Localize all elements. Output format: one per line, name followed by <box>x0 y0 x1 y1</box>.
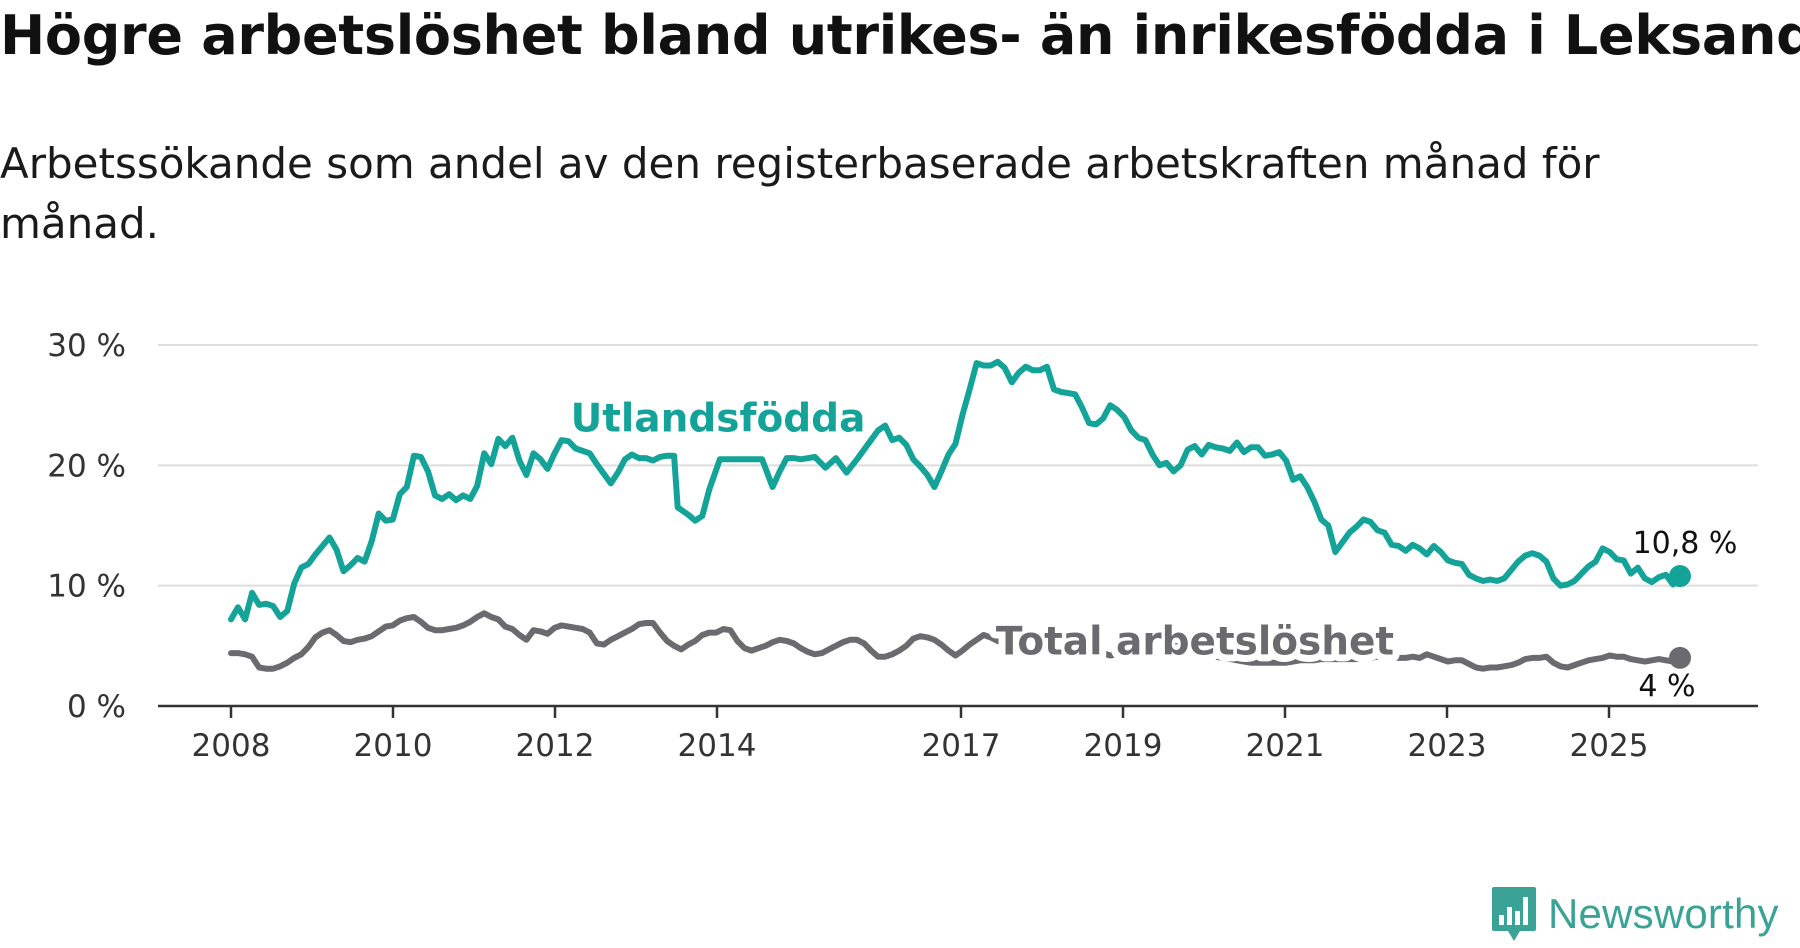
series-line-utlandsfodda <box>228 358 1683 623</box>
y-tick-label: 20 % <box>47 448 126 484</box>
gridlines <box>158 344 1758 587</box>
newsworthy-logo[interactable]: Newsworthy <box>1490 885 1779 943</box>
series-label-halo: Total arbetslöshet <box>996 619 1394 664</box>
x-tick-label: 2014 <box>678 728 757 764</box>
x-tick-label: 2008 <box>192 728 271 764</box>
series-lines <box>228 358 1691 672</box>
series-line-total <box>228 610 1683 672</box>
newsworthy-chart-icon <box>1492 887 1536 941</box>
x-tick-label: 2021 <box>1246 728 1325 764</box>
y-tick-label: 30 % <box>47 328 126 364</box>
x-tick-label: 2017 <box>922 728 1001 764</box>
end-dot-utlandsfodda <box>1669 565 1691 588</box>
x-tick-label: 2023 <box>1408 728 1487 764</box>
end-dot-total <box>1669 646 1691 669</box>
end-label-total: 4 % <box>1638 669 1695 704</box>
x-tick-label: 2025 <box>1570 728 1649 764</box>
chart-subtitle: Arbetssökande som andel av den registerb… <box>0 139 1600 248</box>
y-axis: 0 % 10 % 20 % 30 % <box>47 328 126 725</box>
x-axis: 2008 2010 2012 2014 2017 2019 2021 2023 2025 <box>158 704 1758 764</box>
series-label-total: Total arbetslöshet <box>996 619 1394 664</box>
brand-name: Newsworthy <box>1548 890 1779 937</box>
series-label-halo: Utlandsfödda <box>571 397 866 442</box>
x-tick-label: 2010 <box>354 728 433 764</box>
end-label-utlandsfodda: 10,8 % <box>1633 526 1738 561</box>
y-tick-label: 10 % <box>47 569 126 605</box>
series-label-utlandsfodda: Utlandsfödda <box>571 397 866 442</box>
chart-title: Högre arbetslöshet bland utrikes- än inr… <box>0 4 1800 67</box>
y-tick-label: 0 % <box>67 689 126 725</box>
x-tick-label: 2012 <box>516 728 595 764</box>
x-tick-label: 2019 <box>1084 728 1163 764</box>
